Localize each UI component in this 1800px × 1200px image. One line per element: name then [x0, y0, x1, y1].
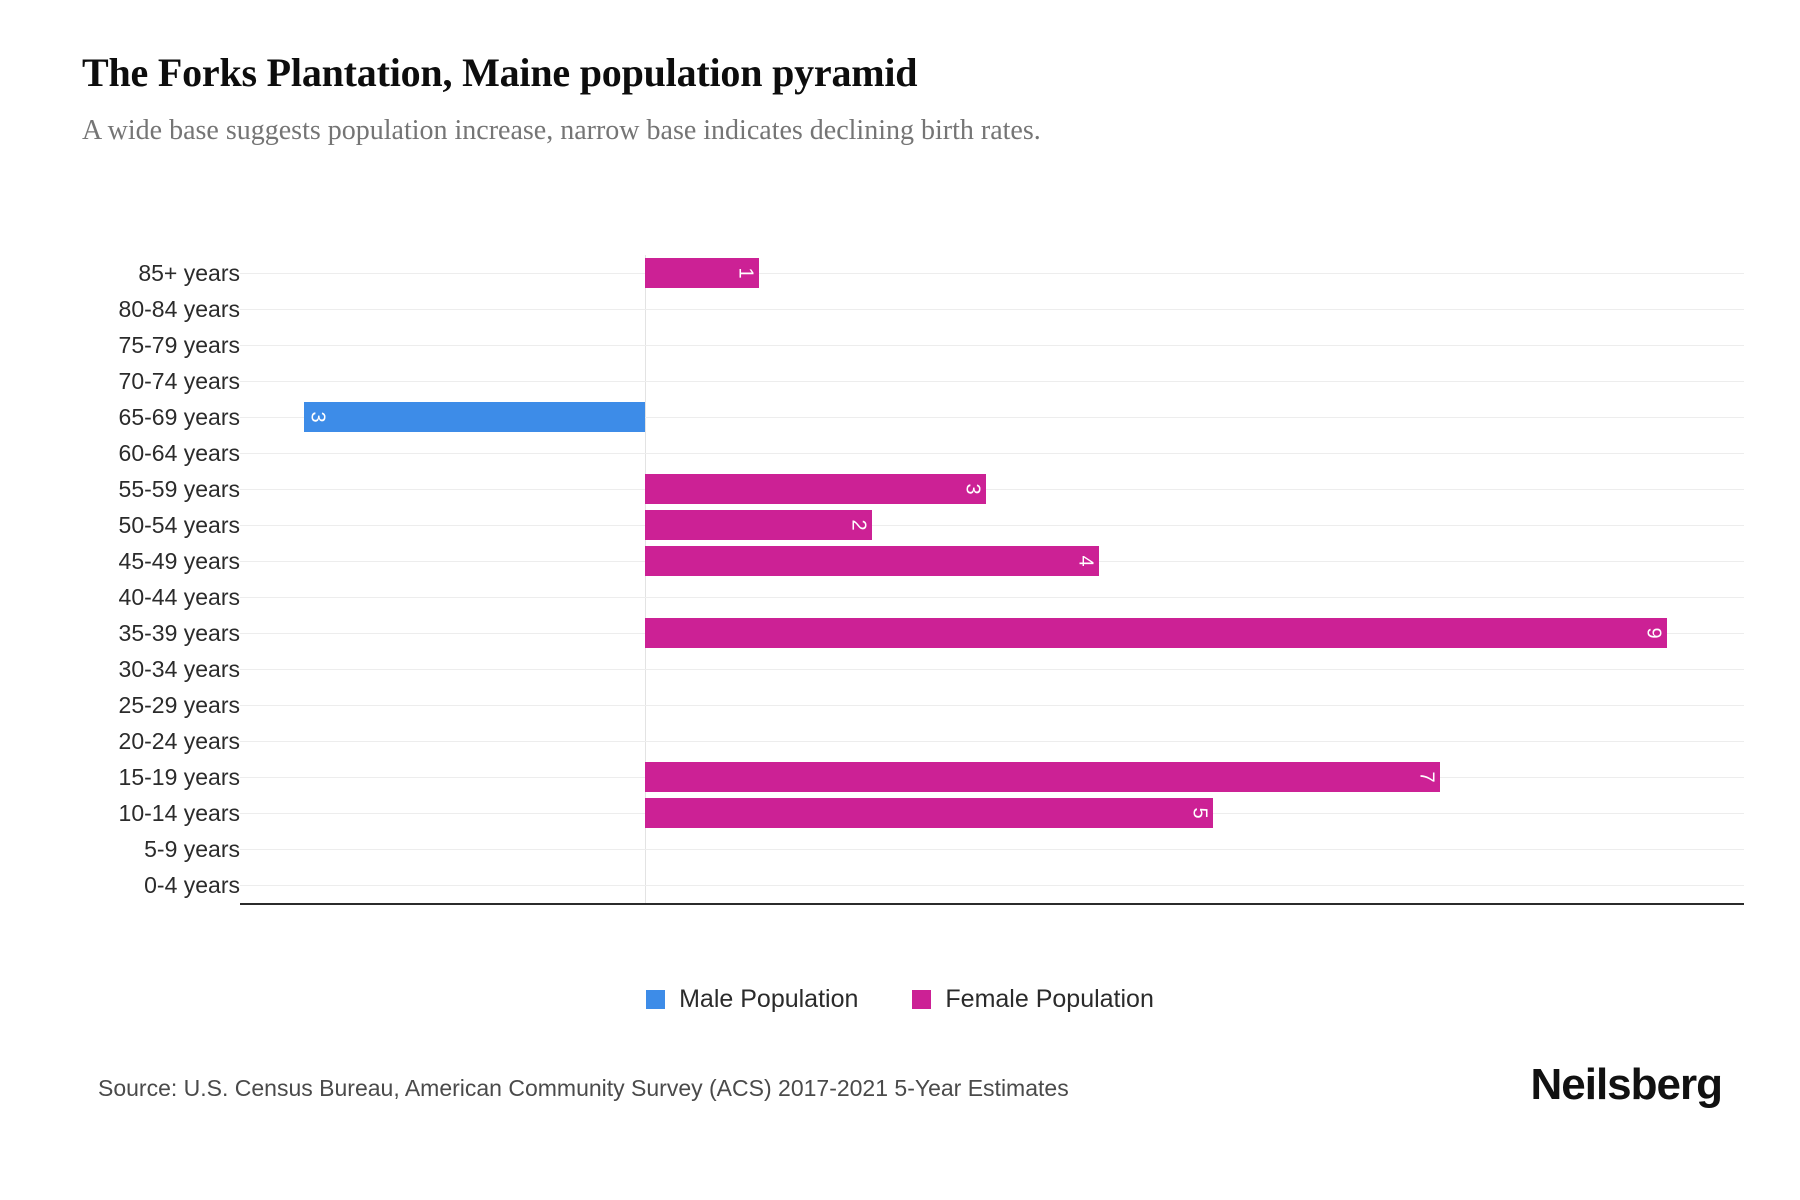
y-axis-label: 65-69 years: [118, 403, 240, 430]
gridline: [240, 309, 1744, 310]
legend-item-male[interactable]: Male Population: [646, 985, 858, 1014]
legend-label-male: Male Population: [679, 985, 859, 1013]
legend-swatch-male-icon: [646, 990, 666, 1009]
y-axis-label: 45-49 years: [118, 547, 240, 574]
x-axis-baseline: [240, 903, 1744, 905]
y-axis-label: 5-9 years: [144, 835, 240, 862]
gridline: [240, 669, 1744, 670]
gridline: [240, 849, 1744, 850]
legend-swatch-female-icon: [912, 990, 932, 1009]
brand-logo: Neilsberg: [1530, 1060, 1723, 1109]
bar-value-label: 2: [847, 519, 870, 531]
page-title: The Forks Plantation, Maine population p…: [82, 50, 918, 95]
bar-value-label: 3: [306, 411, 329, 423]
gridline: [240, 885, 1744, 886]
gridline: [240, 381, 1744, 382]
y-axis-label: 50-54 years: [118, 511, 240, 538]
center-axis-line: [645, 255, 646, 903]
y-axis-label: 0-4 years: [144, 871, 240, 898]
gridline: [240, 525, 1744, 526]
source-attribution: Source: U.S. Census Bureau, American Com…: [98, 1075, 1069, 1101]
bar-value-label: 1: [734, 267, 757, 279]
bar-female[interactable]: 2: [645, 510, 872, 540]
bar-female[interactable]: 7: [645, 762, 1440, 792]
bar-value-label: 7: [1415, 771, 1438, 783]
bar-value-label: 9: [1642, 627, 1665, 639]
y-axis-label: 35-39 years: [118, 619, 240, 646]
legend-item-female[interactable]: Female Population: [912, 985, 1154, 1014]
y-axis-labels: 85+ years 80-84 years 75-79 years 70-74 yea…: [0, 255, 240, 898]
y-axis-label: 10-14 years: [118, 799, 240, 826]
gridline: [240, 705, 1744, 706]
y-axis-label: 80-84 years: [118, 295, 240, 322]
gridline: [240, 453, 1744, 454]
gridline: [240, 597, 1744, 598]
bar-female[interactable]: 1: [645, 258, 759, 288]
y-axis-label: 70-74 years: [118, 367, 240, 394]
chart-legend: Male Population Female Population: [0, 985, 1800, 1014]
y-axis-label: 75-79 years: [118, 331, 240, 358]
bar-value-label: 3: [961, 483, 984, 495]
bar-female[interactable]: 4: [645, 546, 1099, 576]
gridline: [240, 417, 1744, 418]
chart-header: The Forks Plantation, Maine population p…: [82, 50, 1722, 148]
y-axis-label: 60-64 years: [118, 439, 240, 466]
gridline: [240, 273, 1744, 274]
gridline: [240, 345, 1744, 346]
bar-male[interactable]: 3: [304, 402, 645, 432]
bar-female[interactable]: 5: [645, 798, 1213, 828]
bar-female[interactable]: 3: [645, 474, 986, 504]
y-axis-label: 40-44 years: [118, 583, 240, 610]
bar-female[interactable]: 9: [645, 618, 1667, 648]
chart-plot-area: 85+ years 80-84 years 75-79 years 70-74 yea…: [0, 255, 1800, 915]
y-axis-label: 15-19 years: [118, 763, 240, 790]
gridline: [240, 489, 1744, 490]
bars-layer: 3 1 3 2 4 9 7 5: [240, 255, 1744, 903]
y-axis-label: 55-59 years: [118, 475, 240, 502]
bar-value-label: 4: [1074, 555, 1097, 567]
y-axis-label: 85+ years: [138, 259, 240, 286]
gridline: [240, 741, 1744, 742]
legend-label-female: Female Population: [945, 985, 1154, 1013]
y-axis-label: 20-24 years: [118, 727, 240, 754]
y-axis-label: 30-34 years: [118, 655, 240, 682]
chart-subtitle: A wide base suggests population increase…: [82, 115, 1041, 146]
y-axis-label: 25-29 years: [118, 691, 240, 718]
bar-value-label: 5: [1188, 807, 1211, 819]
